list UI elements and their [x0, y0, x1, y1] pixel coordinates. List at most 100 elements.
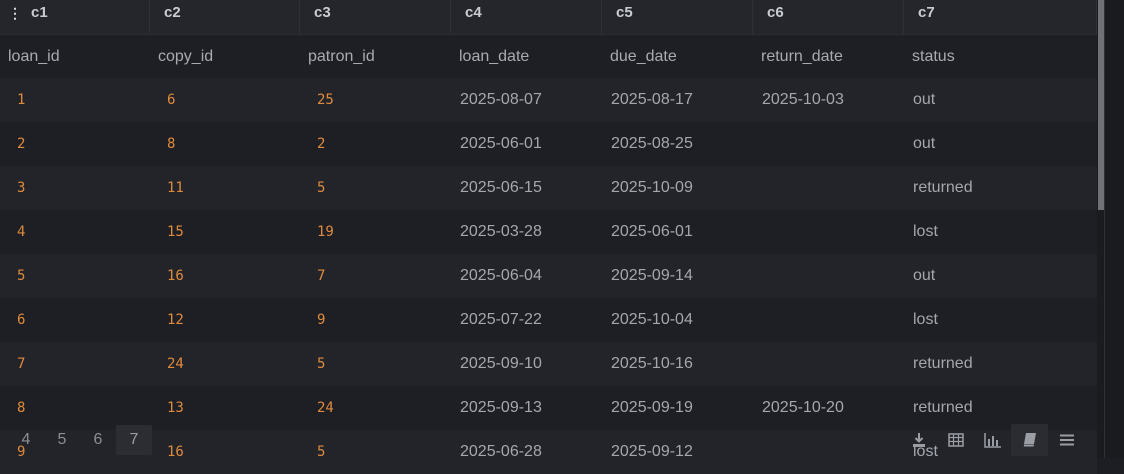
table-cell[interactable]: 2025-06-01 [611, 223, 693, 240]
table-cell[interactable]: 6 [167, 92, 176, 108]
table-cell[interactable] [753, 254, 904, 298]
table-cell[interactable]: returned [913, 179, 973, 196]
table-cell[interactable]: out [913, 267, 936, 284]
table-cell[interactable]: 2025-10-03 [762, 91, 844, 108]
table-cell[interactable] [753, 298, 904, 342]
table-cell[interactable]: 5 [317, 356, 326, 372]
table-cell[interactable]: out [913, 91, 936, 108]
table-cell[interactable]: 24 [317, 400, 334, 416]
table-cell[interactable]: 2025-09-10 [460, 355, 542, 372]
table-cell[interactable]: 2025-07-22 [460, 311, 542, 328]
table-cell[interactable]: 4 [17, 224, 26, 240]
table-row[interactable]: 8 13 24 2025-09-13 2025-09-19 2025-10-20 retur… [0, 386, 1097, 430]
table-cell[interactable]: 16 [167, 268, 184, 284]
table-cell[interactable]: out [913, 135, 936, 152]
table-cell[interactable]: returned [913, 355, 973, 372]
table-cell[interactable]: 2025-06-28 [460, 443, 542, 460]
column-name-cell[interactable]: loan_date [459, 47, 530, 65]
table-cell[interactable]: 2025-10-04 [611, 311, 693, 328]
page-button-6[interactable]: 6 [93, 431, 103, 448]
column-header-c7[interactable]: c7 [904, 0, 1097, 34]
column-header-c6[interactable]: c6 [753, 0, 904, 34]
column-header-c5[interactable]: c5 [602, 0, 753, 34]
table-cell[interactable]: 2025-09-12 [611, 443, 693, 460]
page-button-5[interactable]: 5 [57, 431, 67, 448]
column-name-cell[interactable]: patron_id [308, 47, 375, 65]
table-cell[interactable] [753, 166, 904, 210]
column-header-c1[interactable]: ⋮ c1 [0, 0, 150, 34]
vertical-scrollbar-thumb[interactable] [1098, 0, 1104, 210]
column-header-c4[interactable]: c4 [451, 0, 602, 34]
table-cell[interactable]: 11 [167, 180, 184, 196]
table-cell[interactable]: 19 [317, 224, 334, 240]
page-button-7[interactable]: 7 [116, 425, 152, 455]
chart-icon [983, 433, 1001, 448]
table-cell[interactable]: 12 [167, 312, 184, 328]
column-name-cell[interactable]: copy_id [158, 47, 214, 65]
chart-view-button[interactable] [974, 424, 1011, 456]
column-header-c3[interactable]: c3 [300, 0, 451, 34]
pagination: 4 5 6 7 [0, 422, 152, 458]
download-button[interactable] [900, 424, 937, 456]
table-row[interactable]: 4 15 19 2025-03-28 2025-06-01 lost [0, 210, 1097, 254]
table-cell[interactable]: 24 [167, 356, 184, 372]
table-cell[interactable]: 9 [317, 312, 326, 328]
table-cell[interactable]: 2025-06-15 [460, 179, 542, 196]
table-cell[interactable] [753, 430, 904, 474]
table-cell[interactable]: 2025-10-16 [611, 355, 693, 372]
table-cell[interactable]: 2 [317, 136, 326, 152]
table-cell[interactable]: 25 [317, 92, 334, 108]
table-cell[interactable]: 2025-08-17 [611, 91, 693, 108]
table-cell[interactable]: 8 [167, 136, 176, 152]
table-cell[interactable]: 6 [17, 312, 26, 328]
table-row[interactable]: 2 8 2 2025-06-01 2025-08-25 out [0, 122, 1097, 166]
table-cell[interactable]: 15 [167, 224, 184, 240]
table-cell[interactable]: 2025-08-25 [611, 135, 693, 152]
table-cell[interactable]: 2025-09-19 [611, 399, 693, 416]
menu-button[interactable] [1048, 424, 1085, 456]
table-cell[interactable]: 9 [17, 444, 26, 460]
table-cell[interactable]: 2025-06-04 [460, 267, 542, 284]
table-cell[interactable]: 8 [17, 400, 26, 416]
data-grid: ⋮ c1 c2 c3 c4 c5 c6 c7 loan_id copy_id pat… [0, 0, 1097, 474]
table-cell[interactable] [753, 122, 904, 166]
book-view-button[interactable] [1011, 424, 1048, 456]
column-name-cell[interactable]: loan_id [8, 47, 60, 65]
table-row[interactable]: 7 24 5 2025-09-10 2025-10-16 returned [0, 342, 1097, 386]
column-menu-icon[interactable]: ⋮ [8, 5, 22, 21]
table-view-button[interactable] [937, 424, 974, 456]
vertical-scrollbar-track[interactable] [1097, 0, 1104, 458]
table-cell[interactable]: 2025-10-09 [611, 179, 693, 196]
table-row[interactable]: 6 12 9 2025-07-22 2025-10-04 lost [0, 298, 1097, 342]
table-cell[interactable]: 2025-09-13 [460, 399, 542, 416]
table-cell[interactable]: 2025-08-07 [460, 91, 542, 108]
page-button-4[interactable]: 4 [21, 431, 31, 448]
table-cell[interactable] [753, 210, 904, 254]
table-cell[interactable]: 5 [317, 180, 326, 196]
table-row[interactable]: 5 16 7 2025-06-04 2025-09-14 out [0, 254, 1097, 298]
table-cell[interactable]: 5 [17, 268, 26, 284]
table-cell[interactable] [753, 342, 904, 386]
table-cell[interactable]: lost [913, 223, 938, 240]
table-cell[interactable]: 3 [17, 180, 26, 196]
column-name-cell[interactable]: return_date [761, 47, 843, 65]
table-cell[interactable]: 16 [167, 444, 184, 460]
table-cell[interactable]: 2025-06-01 [460, 135, 542, 152]
table-row[interactable]: 1 6 25 2025-08-07 2025-08-17 2025-10-03 out [0, 78, 1097, 122]
column-name-cell[interactable]: due_date [610, 47, 677, 65]
table-cell[interactable]: 2 [17, 136, 26, 152]
table-cell[interactable]: lost [913, 443, 938, 460]
column-header-c2[interactable]: c2 [150, 0, 300, 34]
table-cell[interactable]: 5 [317, 444, 326, 460]
table-cell[interactable]: 7 [317, 268, 326, 284]
table-cell[interactable]: 2025-10-20 [762, 399, 844, 416]
column-name-cell[interactable]: status [912, 47, 955, 65]
table-cell[interactable]: 2025-03-28 [460, 223, 542, 240]
table-cell[interactable]: returned [913, 399, 973, 416]
table-cell[interactable]: 2025-09-14 [611, 267, 693, 284]
table-cell[interactable]: 7 [17, 356, 26, 372]
table-cell[interactable]: lost [913, 311, 938, 328]
table-row[interactable]: 3 11 5 2025-06-15 2025-10-09 returned [0, 166, 1097, 210]
table-cell[interactable]: 13 [167, 400, 184, 416]
table-cell[interactable]: 1 [17, 92, 26, 108]
